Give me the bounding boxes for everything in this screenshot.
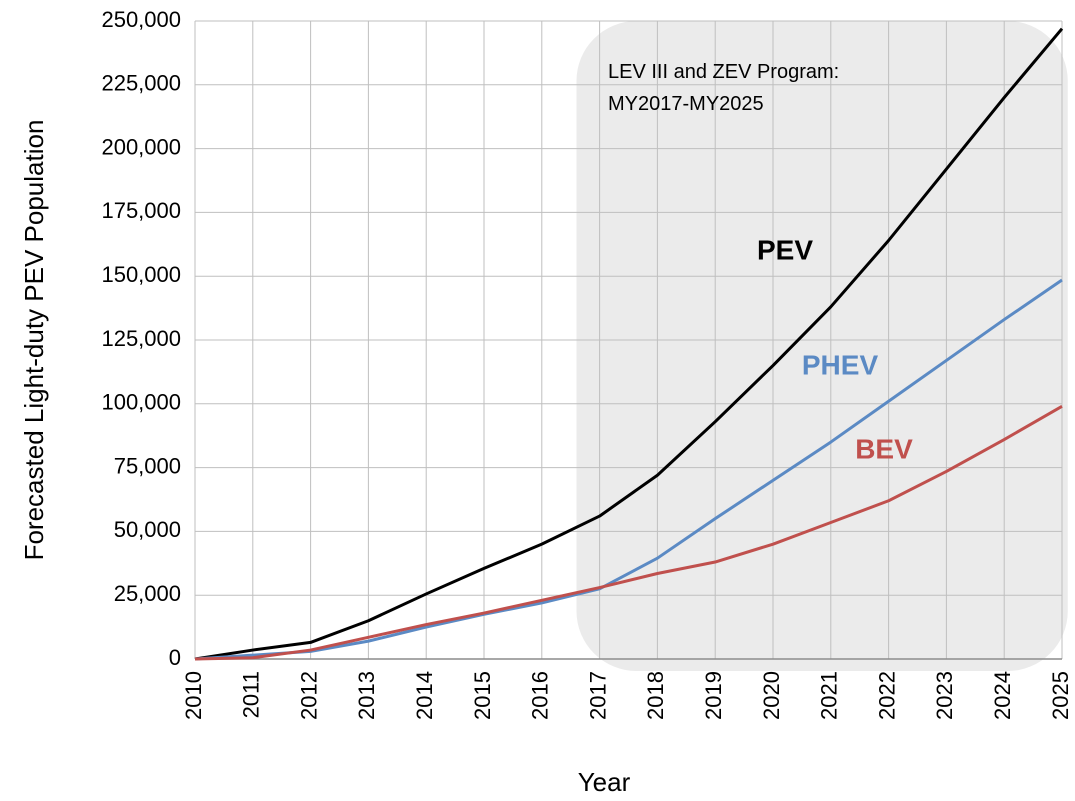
y-tick-label: 200,000	[101, 134, 181, 159]
y-tick-label: 175,000	[101, 198, 181, 223]
y-tick-label: 125,000	[101, 326, 181, 351]
x-tick-label: 2021	[817, 671, 842, 720]
y-tick-label: 25,000	[114, 581, 181, 606]
x-tick-label: 2020	[759, 671, 784, 720]
y-tick-label: 75,000	[114, 453, 181, 478]
series-label: PHEV	[802, 349, 879, 380]
series-line	[194, 27, 1064, 661]
annotation-line: MY2017-MY2025	[608, 93, 764, 115]
x-axis-label: Year	[578, 767, 631, 797]
x-tick-label: 2025	[1048, 671, 1073, 720]
highlight-region	[576, 21, 1068, 671]
x-tick-label: 2015	[470, 671, 495, 720]
series-label: BEV	[855, 433, 913, 464]
annotation: LEV III and ZEV Program: MY2017-MY2025	[608, 61, 839, 115]
x-tick-label: 2024	[990, 671, 1015, 720]
y-axis-label: Forecasted Light-duty PEV Population	[19, 120, 49, 561]
x-tick-label: 2012	[296, 671, 321, 720]
y-tick-label: 100,000	[101, 390, 181, 415]
x-tick-label: 2018	[643, 671, 668, 720]
x-tick-label: 2017	[585, 671, 610, 720]
series-line	[194, 405, 1063, 661]
annotation-line: LEV III and ZEV Program:	[608, 61, 839, 83]
series-line	[194, 278, 1063, 661]
y-tick-label: 0	[169, 645, 181, 670]
y-tick-label: 50,000	[114, 517, 181, 542]
y-tick-label: 150,000	[101, 262, 181, 287]
x-tick-label: 2013	[354, 671, 379, 720]
x-tick-label: 2010	[181, 671, 206, 720]
series-label: PEV	[757, 234, 813, 265]
x-tick-label: 2014	[412, 671, 437, 720]
x-tick-label: 2023	[932, 671, 957, 720]
x-tick-label: 2016	[528, 671, 553, 720]
x-tick-label: 2022	[874, 671, 899, 720]
x-tick-label: 2019	[701, 671, 726, 720]
y-tick-label: 250,000	[101, 7, 181, 32]
y-tick-label: 225,000	[101, 71, 181, 96]
x-tick-label: 2011	[239, 671, 264, 718]
